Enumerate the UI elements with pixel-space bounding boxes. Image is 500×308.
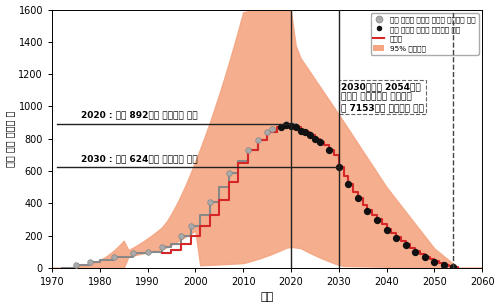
Y-axis label: 연간 조기 사망자 수: 연간 조기 사망자 수 xyxy=(6,111,16,167)
Point xyxy=(440,262,448,267)
Point xyxy=(282,123,290,128)
Point xyxy=(364,208,372,213)
Text: 2030년부터 2054년의
마지막 석탄화력의 퇴출마지
총 7153명의 조기사망 발생: 2030년부터 2054년의 마지막 석탄화력의 퇴출마지 총 7153명의 조… xyxy=(341,82,424,112)
Point xyxy=(287,123,295,128)
Point xyxy=(254,138,262,143)
Point xyxy=(392,236,400,241)
Point xyxy=(282,122,290,127)
Point xyxy=(86,260,94,265)
Text: 2020 : 연간 892명의 조기사망 발생: 2020 : 연간 892명의 조기사망 발생 xyxy=(80,110,198,119)
Point xyxy=(206,199,214,204)
X-axis label: 연도: 연도 xyxy=(260,292,274,302)
Point xyxy=(129,251,137,256)
Point xyxy=(244,148,252,152)
Point xyxy=(292,125,300,130)
Text: 2030 : 연간 624명의 조기사망 발생: 2030 : 연간 624명의 조기사망 발생 xyxy=(80,154,198,163)
Point xyxy=(72,262,80,267)
Point xyxy=(186,223,194,228)
Point xyxy=(296,128,304,133)
Point xyxy=(177,233,185,238)
Point xyxy=(344,181,352,186)
Point xyxy=(306,133,314,138)
Point xyxy=(373,218,381,223)
Point xyxy=(354,196,362,201)
Point xyxy=(411,249,419,254)
Point xyxy=(316,140,324,144)
Legend: 하나 이상의 설비가 운전을 시작하는 시점, 하나 이상의 설비가 폐쇄되는 시점, 중간값, 95% 신뢰구간: 하나 이상의 설비가 운전을 시작하는 시점, 하나 이상의 설비가 폐쇄되는 … xyxy=(370,13,478,55)
Point xyxy=(402,243,409,248)
Point xyxy=(430,259,438,264)
Point xyxy=(302,130,310,135)
Point xyxy=(144,249,152,254)
Point xyxy=(311,136,319,141)
Point xyxy=(268,127,276,132)
Point xyxy=(421,255,429,260)
Point xyxy=(110,255,118,260)
Point xyxy=(278,124,285,129)
Point xyxy=(158,245,166,249)
Point xyxy=(263,130,271,135)
Point xyxy=(450,265,458,270)
Point xyxy=(335,165,343,170)
Point xyxy=(325,148,333,152)
Point xyxy=(382,228,390,233)
Point xyxy=(225,170,233,175)
